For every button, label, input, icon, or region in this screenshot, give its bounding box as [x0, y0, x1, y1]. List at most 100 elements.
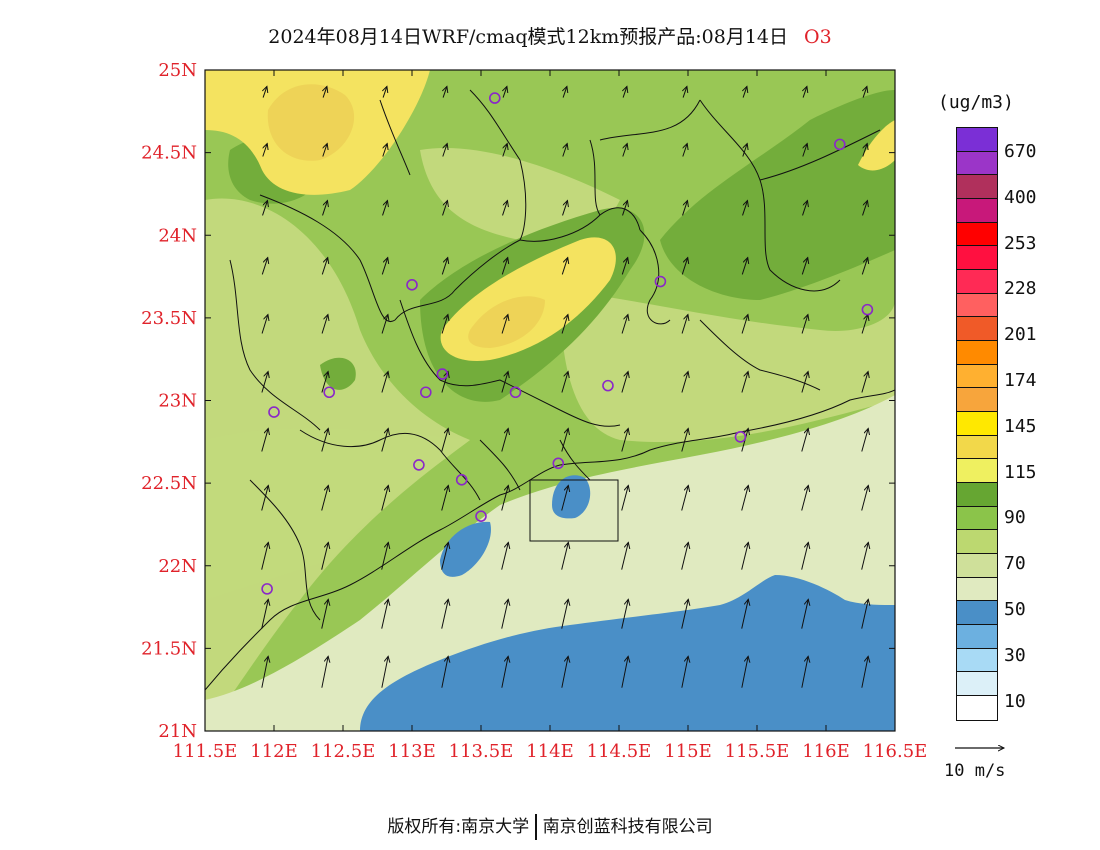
wind-arrow: [561, 428, 568, 452]
wind-arrow: [861, 258, 867, 275]
monitoring-stations: [261, 92, 874, 595]
wind-arrow: [683, 86, 687, 98]
boundary-4: [589, 139, 671, 325]
species-label: O3: [804, 26, 832, 48]
wind-arrow: [322, 144, 327, 157]
colorbar-segment: [957, 317, 997, 342]
colorbar-label: 253: [1004, 232, 1037, 254]
wind-arrow: [561, 656, 568, 688]
wind-arrow: [443, 86, 447, 98]
copyright-footer: 版权所有:南京大学 南京创蓝科技有限公司: [0, 812, 1100, 840]
wind-arrow: [682, 144, 687, 157]
station-marker: [455, 474, 468, 486]
wind-arrow: [261, 485, 269, 511]
wind-arrow: [801, 599, 809, 629]
boundary-10: [229, 259, 321, 431]
wind-arrow: [441, 656, 448, 688]
wind-arrow: [501, 485, 509, 511]
wind-arrow: [261, 656, 268, 688]
boundary-9: [599, 99, 881, 181]
wind-arrow: [801, 428, 808, 452]
field-dark-w: [320, 357, 356, 390]
colorbar-label: 174: [1004, 370, 1037, 391]
wind-arrow: [741, 485, 749, 511]
wind-arrow: [382, 144, 387, 157]
wind-arrow: [561, 485, 569, 511]
colorbar-segment: [957, 483, 997, 507]
wind-arrow: [321, 428, 328, 452]
station-marker: [475, 510, 487, 522]
station-marker: [268, 406, 280, 418]
wind-arrow: [802, 144, 807, 157]
colorbar-segment: [957, 388, 997, 413]
wind-arrow: [621, 372, 628, 393]
wind-arrow: [441, 428, 448, 452]
wind-arrow: [441, 599, 449, 629]
colorbar-segment: [957, 672, 997, 697]
colorbar-segment: [957, 577, 997, 602]
colorbar-segment: [957, 601, 997, 626]
wind-arrow: [381, 542, 389, 570]
coastline: [205, 389, 895, 691]
wind-arrow: [801, 542, 809, 570]
wind-arrow: [742, 201, 748, 216]
wind-arrow: [383, 86, 387, 98]
boundary-11: [699, 319, 821, 391]
inset-box: [529, 479, 619, 542]
colorbar-segment: [957, 293, 997, 318]
station-marker: [509, 386, 522, 399]
wind-arrow: [263, 86, 267, 98]
colorbar: [956, 127, 998, 721]
wind-arrow: [801, 485, 809, 511]
lat-tick-label: 23.5N: [141, 308, 197, 329]
wind-arrow: [801, 258, 807, 275]
lat-tick-label: 24N: [158, 225, 197, 246]
lon-tick-label: 112.5E: [311, 741, 376, 762]
wind-arrow: [563, 86, 567, 98]
wind-arrow: [863, 86, 867, 98]
colorbar-segment: [957, 341, 997, 365]
colorbar-segment: [957, 648, 997, 673]
wind-arrow: [622, 144, 627, 157]
wind-arrow: [741, 542, 749, 570]
lon-tick-label: 112E: [250, 741, 298, 762]
station-marker: [552, 457, 565, 470]
wind-arrow: [681, 485, 689, 511]
wind-arrow: [682, 201, 688, 216]
wind-arrow: [681, 315, 688, 334]
boundary-8: [479, 439, 591, 491]
wind-arrow: [741, 656, 748, 688]
colorbar-label: 670: [1004, 141, 1037, 162]
wind-arrow: [501, 428, 508, 452]
colorbar-segment: [957, 554, 997, 578]
station-marker: [861, 303, 874, 316]
wind-arrow: [321, 372, 328, 393]
wind-arrow: [621, 258, 627, 275]
field-blue-prd: [440, 521, 491, 577]
lon-tick-label: 115E: [664, 741, 712, 762]
station-marker: [833, 138, 846, 151]
wind-arrow: [741, 258, 747, 275]
wind-arrow: [861, 599, 869, 629]
colorbar-unit: (ug/m3): [938, 92, 1014, 113]
wind-arrow: [261, 599, 269, 629]
wind-arrow: [801, 656, 808, 688]
colorbar-label: 50: [1004, 599, 1026, 620]
colorbar-segment: [957, 459, 997, 484]
colorbar-segment: [957, 270, 997, 294]
colorbar-label: 10: [1004, 690, 1026, 712]
wind-arrow: [321, 656, 328, 688]
wind-arrow: [261, 428, 268, 452]
station-marker: [602, 379, 614, 392]
field-light-east: [560, 290, 895, 442]
wind-arrow: [741, 599, 749, 629]
lat-tick-label: 25N: [158, 60, 197, 81]
boundary-7: [249, 479, 321, 621]
lat-tick-label: 22.5N: [141, 473, 197, 494]
wind-arrow: [321, 258, 327, 275]
wind-arrow: [862, 144, 867, 157]
latitude-labels: 25N 24.5N 24N 23.5N 23N 22.5N 22N 21.5N 21N: [141, 60, 197, 742]
boundaries: [205, 89, 895, 691]
lat-tick-label: 21N: [158, 721, 197, 742]
